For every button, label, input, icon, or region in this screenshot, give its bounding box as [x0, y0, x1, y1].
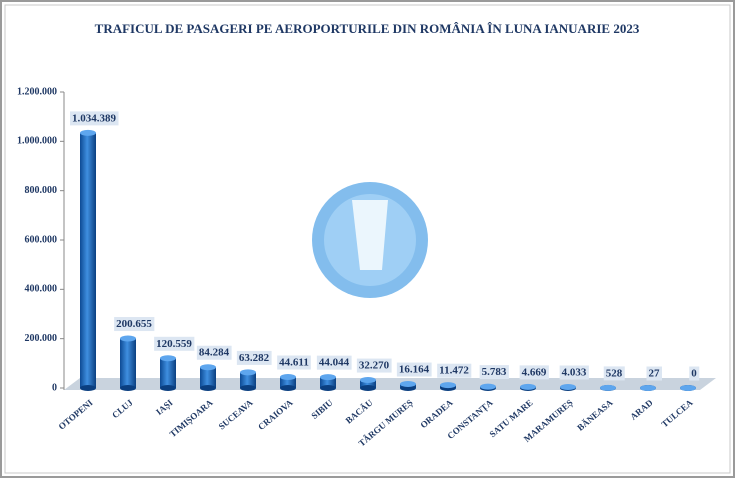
- bar-top: [160, 355, 176, 361]
- bar-base: [280, 385, 296, 391]
- chart-title: TRAFICUL DE PASAGERI PE AEROPORTURILE DI…: [95, 21, 640, 36]
- x-tick-label: BĂNEASA: [575, 397, 615, 433]
- bar: [160, 358, 176, 388]
- y-tick-label: 600.000: [25, 234, 58, 245]
- y-tick-label: 800.000: [25, 185, 58, 196]
- bar-top: [440, 382, 456, 388]
- x-tick-label: IAȘI: [154, 397, 175, 417]
- value-label: 44.611: [279, 357, 309, 369]
- value-label: 44.044: [319, 357, 350, 369]
- value-label: 84.284: [199, 347, 230, 359]
- bar-top: [640, 385, 656, 391]
- bar-base: [360, 385, 376, 391]
- value-label: 120.559: [156, 338, 192, 350]
- bar-base: [120, 385, 136, 391]
- value-label: 63.282: [239, 352, 270, 364]
- bar-base: [320, 385, 336, 391]
- x-tick-label: CRAIOVA: [256, 397, 295, 432]
- value-label: 16.164: [399, 364, 430, 376]
- y-tick-label: 1.000.000: [17, 136, 57, 147]
- x-tick-label: TULCEA: [659, 397, 695, 429]
- bar: [120, 339, 136, 388]
- bar-top: [520, 384, 536, 390]
- value-label: 11.472: [439, 365, 469, 377]
- bar-base: [200, 385, 216, 391]
- value-label: 5.783: [482, 366, 507, 378]
- bar-top: [480, 384, 496, 390]
- y-tick-label: 1.200.000: [17, 86, 57, 97]
- bar-top: [400, 381, 416, 387]
- bar: [200, 367, 216, 388]
- value-label: 0: [691, 368, 697, 380]
- bar-top: [200, 364, 216, 370]
- bar: [80, 133, 96, 388]
- x-tick-label: OTOPENI: [57, 397, 95, 432]
- bar-top: [240, 369, 256, 375]
- y-tick-label: 400.000: [25, 284, 58, 295]
- bar-top: [680, 385, 696, 391]
- bar-top: [360, 377, 376, 383]
- x-tick-label: TIMIȘOARA: [168, 397, 215, 439]
- value-label: 528: [606, 367, 623, 379]
- bar-top: [120, 336, 136, 342]
- y-tick-label: 200.000: [25, 333, 58, 344]
- bar-top: [280, 374, 296, 380]
- y-tick-label: 0: [52, 382, 57, 393]
- value-label: 4.033: [562, 367, 587, 379]
- value-label: 200.655: [116, 318, 152, 330]
- watermark: [312, 182, 428, 298]
- value-label: 1.034.389: [72, 112, 117, 124]
- bar-base: [160, 385, 176, 391]
- x-tick-label: CLUJ: [110, 397, 135, 420]
- x-tick-label: ARAD: [628, 397, 655, 422]
- x-tick-label: SIBIU: [309, 397, 335, 421]
- value-label: 32.270: [359, 360, 390, 372]
- x-tick-label: SUCEAVA: [217, 397, 255, 431]
- bar-base: [240, 385, 256, 391]
- bar-top: [80, 130, 96, 136]
- value-label: 27: [649, 368, 661, 380]
- value-label: 4.669: [522, 366, 547, 378]
- bar-top: [560, 384, 576, 390]
- x-tick-label: BACĂU: [344, 397, 375, 426]
- bar-top: [320, 374, 336, 380]
- bar-base: [80, 385, 96, 391]
- bar-top: [600, 385, 616, 391]
- x-tick-label: ORADEA: [418, 397, 455, 430]
